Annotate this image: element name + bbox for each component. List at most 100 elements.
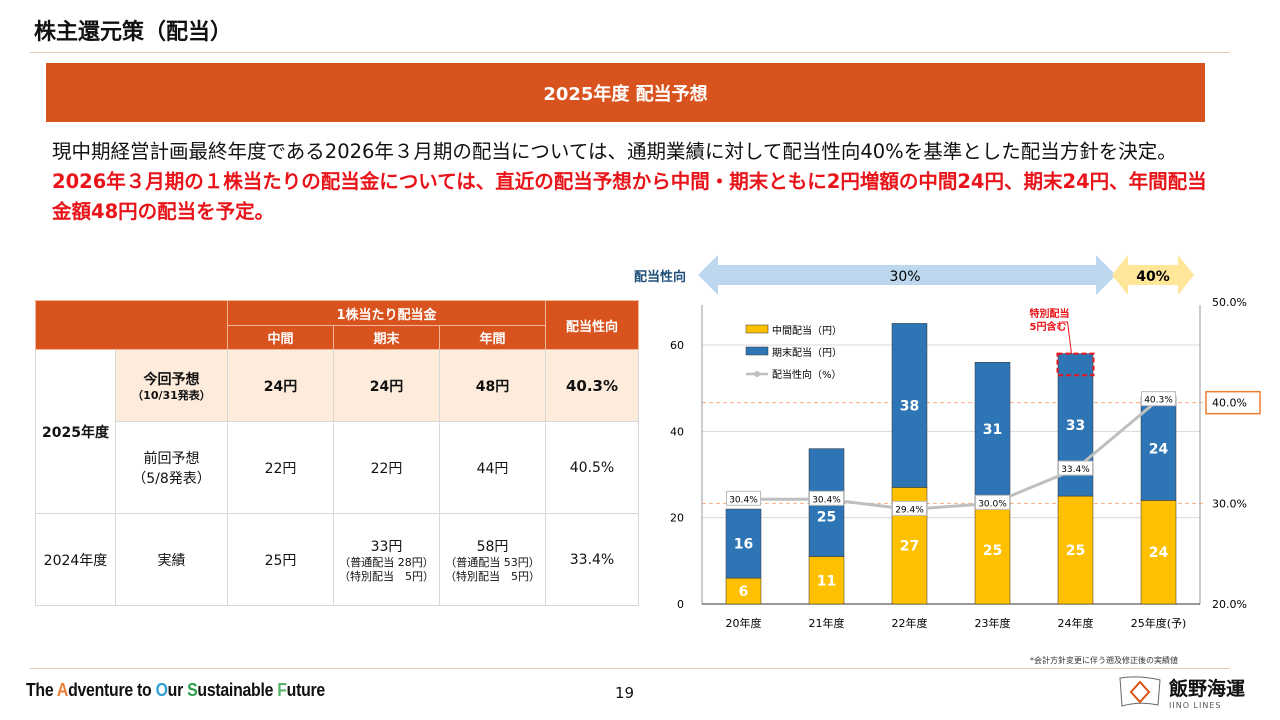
legend-marker	[754, 371, 760, 377]
cell-year-end: 22円	[333, 421, 440, 514]
y-tick-label: 60	[670, 339, 684, 352]
x-tick-label: 25年度(予)	[1131, 616, 1187, 630]
header-annual: 年間	[439, 325, 546, 350]
cell-payout: 40.5%	[545, 421, 639, 514]
bar-label-interim: 25	[983, 543, 1002, 559]
legend-swatch	[745, 324, 769, 334]
payout-label: 33.4%	[1061, 465, 1090, 475]
divider	[30, 52, 1230, 53]
dividend-chart: 配当性向 30% 40% 0 20 40 60 20.0% 30.0% 40.0% 50.0% 6 16…	[634, 255, 1261, 630]
payout-label-box	[892, 500, 927, 516]
bar-interim	[1140, 500, 1177, 605]
fy2025-label: 2025年度	[35, 349, 116, 514]
y2-tick-label: 20.0%	[1212, 598, 1247, 611]
bar-label-year-end: 38	[900, 398, 919, 414]
payout-label-box	[1141, 391, 1176, 407]
flag-logo-icon	[1119, 676, 1161, 707]
payout-label-box	[809, 490, 844, 506]
cell-annual: 58円 （普通配当 53円） （特別配当 5円）	[439, 513, 546, 606]
slogan-part: A	[56, 680, 69, 700]
special-dividend-box	[1056, 352, 1095, 377]
x-tick-label: 24年度	[1058, 616, 1094, 630]
row-label: 前回予想 （5/8発表）	[115, 421, 228, 514]
x-tick-label: 20年度	[726, 616, 762, 630]
row-sublabel: （5/8発表）	[132, 470, 211, 487]
cell-interim: 24円	[227, 349, 334, 422]
page-title: 株主還元策（配当）	[34, 20, 233, 45]
row-label: 今回予想 （10/31発表）	[115, 349, 228, 422]
slogan-part: ustainable	[197, 680, 278, 700]
y-tick-label: 20	[670, 512, 684, 525]
y-tick-label: 0	[677, 598, 684, 611]
slogan-part: The	[26, 680, 57, 700]
payout-label: 40.3%	[1144, 396, 1173, 406]
description: 現中期経営計画最終年度である2026年３月期の配当については、通期業績に対して配…	[52, 137, 1212, 227]
annotation-text: 特別配当	[1030, 307, 1070, 320]
header-interim: 中間	[227, 325, 334, 350]
bar-label-year-end: 16	[734, 537, 753, 553]
bar-label-year-end: 31	[983, 422, 1002, 438]
highlight-40-box	[1205, 390, 1261, 415]
annotation-leader	[1061, 321, 1072, 354]
company-logo: 飯野海運 IINO LINES	[1117, 674, 1245, 710]
bar-label-interim: 6	[739, 584, 749, 600]
footnote: *会計方針変更に伴う遡及修正後の実績値	[1030, 656, 1178, 665]
bar-year-end	[891, 323, 928, 488]
bar-label-year-end: 33	[1066, 418, 1085, 434]
arrow-label: 配当性向	[634, 269, 686, 285]
bar-label-year-end: 24	[1149, 442, 1169, 458]
bar-interim	[974, 495, 1011, 605]
annotation-text: 5円含む	[1030, 320, 1067, 333]
slogan-part: S	[187, 680, 198, 700]
legend-label: 中間配当（円）	[772, 324, 842, 337]
value: 33円	[370, 538, 403, 555]
y2-tick-label: 30.0%	[1212, 497, 1247, 510]
description-highlight: 2026年３月期の１株当たりの配当金については、直近の配当予想から中間・期末とも…	[52, 170, 1207, 223]
bar-label-interim: 11	[817, 573, 836, 589]
slogan-part: uture	[286, 680, 326, 700]
arrow-30-label: 30%	[889, 269, 920, 285]
payout-label-box	[726, 490, 761, 506]
bar-label-interim: 24	[1149, 545, 1169, 561]
bar-interim	[1057, 495, 1094, 605]
row-label: 実績	[115, 513, 228, 606]
dividend-table: 1株当たり配当金 配当性向 中間 期末 年間 2025年度 今回予想 （10/31発表）…	[35, 300, 639, 606]
header-year-end: 期末	[333, 325, 440, 350]
cell-year-end: 24円	[333, 349, 440, 422]
note: （特別配当 5円）	[445, 569, 540, 583]
legend-label: 配当性向（%）	[772, 368, 842, 381]
note: （普通配当 53円）	[445, 555, 540, 569]
cell-interim: 25円	[227, 513, 334, 606]
bar-label-interim: 25	[1066, 543, 1085, 559]
header-payout: 配当性向	[545, 300, 639, 350]
slogan-part: O	[155, 680, 168, 700]
bar-year-end	[1140, 396, 1177, 501]
cell-year-end: 33円 （普通配当 28円） （特別配当 5円）	[333, 513, 440, 606]
x-tick-label: 22年度	[892, 616, 928, 630]
row-label-main: 前回予想	[143, 450, 200, 467]
fy2024-label: 2024年度	[35, 513, 116, 606]
row-label-main: 今回予想	[143, 371, 200, 388]
slogan-part: F	[277, 680, 287, 700]
payout-label: 29.4%	[895, 505, 924, 515]
payout-line	[743, 398, 1160, 511]
payout-label-box	[975, 494, 1010, 510]
payout-label: 30.4%	[729, 495, 758, 505]
cell-payout: 40.3%	[545, 349, 639, 422]
company-name-en: IINO LINES	[1169, 701, 1222, 710]
cell-payout: 33.4%	[545, 513, 639, 606]
y-tick-label: 40	[670, 425, 684, 438]
payout-label-box	[1058, 460, 1093, 476]
slogan-part: ur	[167, 680, 188, 700]
x-tick-label: 21年度	[809, 616, 845, 630]
legend-label: 期末配当（円）	[772, 346, 842, 359]
bar-interim	[808, 556, 845, 605]
payout-arrow-30	[698, 255, 1116, 295]
header-dividend-per-share: 1株当たり配当金	[227, 300, 546, 326]
note: （特別配当 5円）	[339, 569, 434, 583]
legend-swatch	[745, 346, 769, 356]
section-banner: 2025年度 配当予想	[46, 63, 1205, 122]
description-text: 現中期経営計画最終年度である2026年３月期の配当については、通期業績に対して配…	[52, 140, 1177, 163]
payout-label: 30.0%	[978, 499, 1007, 509]
cell-annual: 48円	[439, 349, 546, 422]
